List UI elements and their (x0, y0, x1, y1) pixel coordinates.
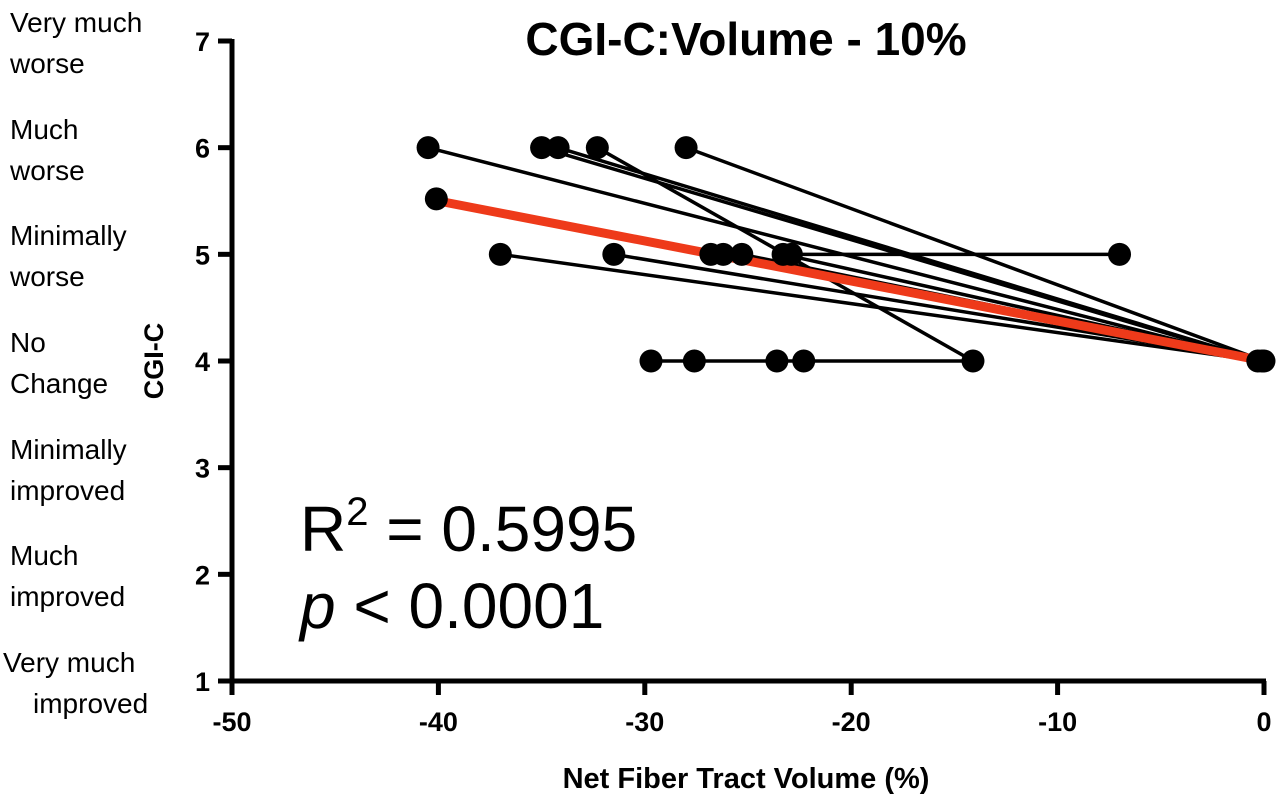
data-point (546, 136, 570, 160)
r-symbol: R (300, 493, 347, 565)
paired-lines (427, 145, 1265, 363)
x-tick-label: -50 (212, 707, 251, 737)
y-category-label-line: Much (10, 113, 79, 145)
data-point (488, 242, 512, 266)
data-point (585, 136, 609, 160)
chart-title: CGI-C:Volume - 10% (525, 13, 966, 65)
data-point (1252, 349, 1276, 373)
axes: -50 -40 -30 -20 -10 0 1 2 3 4 5 6 7 (195, 27, 1272, 737)
data-point (602, 242, 626, 266)
y-axis-label: CGI-C (139, 323, 169, 400)
y-category-label: Much worse (10, 109, 85, 191)
y-category-label: No Change (10, 322, 108, 404)
data-point (711, 242, 735, 266)
y-category-label-line: Very much (3, 647, 136, 678)
data-points (416, 136, 1276, 373)
regression-line-group (437, 196, 1265, 366)
y-category-label: Minimally worse (10, 215, 127, 297)
r-squared-value: = 0.5995 (368, 493, 638, 565)
y-category-label-line: worse (10, 154, 85, 186)
data-point (730, 242, 754, 266)
data-point (1108, 242, 1132, 266)
regression-line (437, 196, 1265, 366)
y-category-label-line: Very much (10, 7, 143, 38)
data-point (765, 349, 789, 373)
p-value: < 0.0001 (335, 570, 605, 642)
x-tick-label: -30 (625, 707, 664, 737)
y-category-label-line: improved (33, 688, 149, 719)
data-point (639, 349, 663, 373)
y-category-label: Very much improved (3, 642, 148, 724)
x-tick-label: 0 (1256, 707, 1271, 737)
data-point (682, 349, 706, 373)
r-superscript: 2 (346, 490, 369, 534)
y-category-label-line: Change (10, 368, 109, 399)
data-point (779, 242, 803, 266)
x-tick-label: -40 (419, 707, 458, 737)
data-point (792, 349, 816, 373)
data-point (674, 136, 698, 160)
y-category-label-line: Minimally (10, 220, 127, 252)
y-category-label-line: improved (10, 581, 126, 613)
y-tick-label: 1 (195, 667, 210, 697)
data-point (961, 349, 985, 373)
x-tick-label: -10 (1038, 707, 1077, 737)
data-point (530, 136, 554, 160)
y-category-label-line: worse (10, 48, 85, 79)
y-tick-label: 2 (195, 560, 210, 590)
y-tick-label: 5 (195, 240, 210, 270)
y-tick-label: 7 (195, 27, 210, 57)
y-category-label: Minimally improved (10, 429, 127, 511)
y-category-label: Very much worse (10, 2, 142, 84)
data-point (416, 136, 440, 160)
y-category-label-line: Minimally (10, 433, 127, 465)
y-tick-label: 6 (195, 134, 210, 164)
p-symbol: p (300, 570, 336, 642)
data-point (424, 187, 448, 211)
p-value-annotation: p < 0.0001 (300, 574, 604, 638)
y-category-label-line: improved (10, 474, 126, 506)
y-category-label-line: Much (10, 540, 79, 572)
y-tick-label: 3 (195, 454, 210, 484)
y-category-label-line: No (10, 327, 46, 358)
x-axis-label: Net Fiber Tract Volume (%) (563, 763, 930, 795)
x-tick-label: -20 (832, 707, 871, 737)
y-tick-label: 4 (195, 347, 210, 377)
y-category-label: Much improved (10, 535, 125, 617)
paired-line (500, 252, 1261, 363)
r-squared-annotation: R2 = 0.5995 (300, 492, 637, 561)
y-category-label-line: worse (10, 261, 85, 293)
